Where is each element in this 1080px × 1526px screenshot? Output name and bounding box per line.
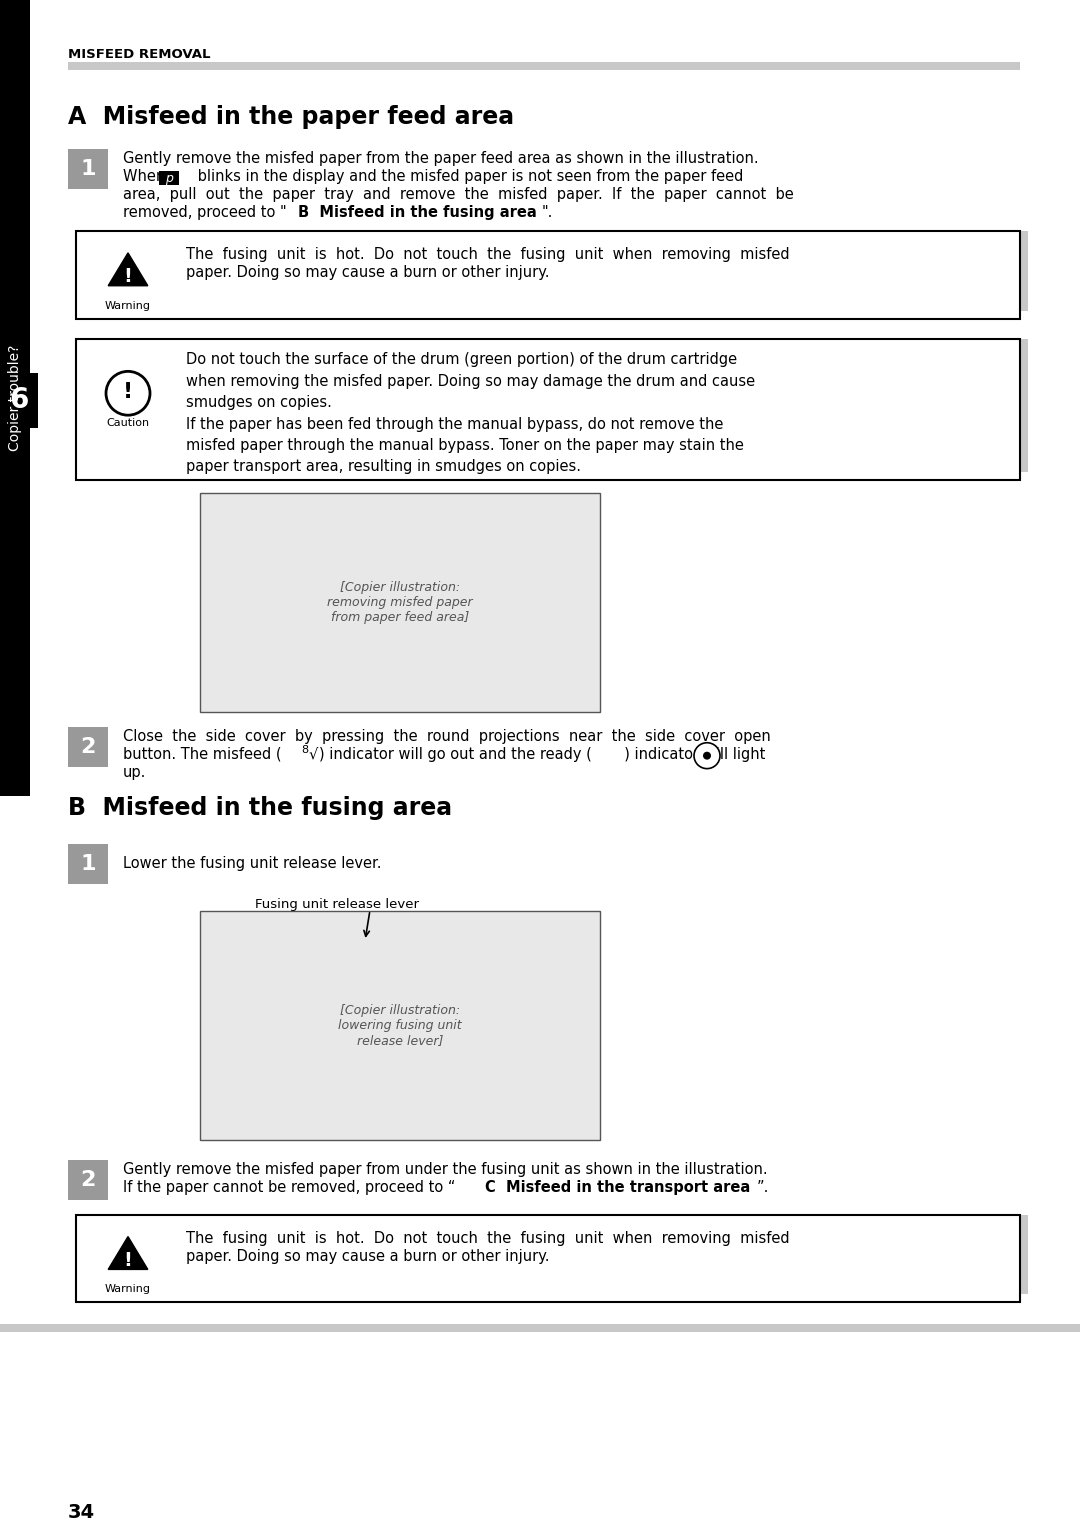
Text: paper. Doing so may cause a burn or other injury.: paper. Doing so may cause a burn or othe… [186,266,550,279]
Text: The  fusing  unit  is  hot.  Do  not  touch  the  fusing  unit  when  removing  : The fusing unit is hot. Do not touch the… [186,247,789,262]
Text: A  Misfeed in the paper feed area: A Misfeed in the paper feed area [68,105,514,128]
Text: 1: 1 [80,855,96,874]
Text: ) indicator will go out and the ready (       ) indicator will light: ) indicator will go out and the ready ( … [319,746,766,761]
Bar [0,374,38,429]
Bar [1020,1215,1028,1294]
Bar [1020,230,1028,311]
Bar [200,911,600,1140]
Text: paper transport area, resulting in smudges on copies.: paper transport area, resulting in smudg… [186,459,581,475]
Text: Close  the  side  cover  by  pressing  the  round  projections  near  the  side : Close the side cover by pressing the rou… [123,729,771,743]
Bar [68,726,108,766]
Text: B  Misfeed in the fusing area: B Misfeed in the fusing area [68,797,453,821]
Text: 2: 2 [80,737,96,757]
Text: Warning: Warning [105,1285,151,1294]
Text: Do not touch the surface of the drum (green portion) of the drum cartridge: Do not touch the surface of the drum (gr… [186,353,738,368]
FancyBboxPatch shape [76,230,1020,319]
Text: Gently remove the misfed paper from under the fusing unit as shown in the illust: Gently remove the misfed paper from unde… [123,1161,768,1177]
Polygon shape [108,1236,148,1270]
Text: If the paper has been fed through the manual bypass, do not remove the: If the paper has been fed through the ma… [186,417,724,432]
Bar [68,1160,108,1199]
Bar [159,171,179,185]
Text: 1: 1 [80,159,96,179]
Bar [1020,339,1028,472]
Text: !: ! [123,1251,133,1270]
Text: 8: 8 [301,745,308,755]
Text: [Copier illustration:
removing misfed paper
from paper feed area]: [Copier illustration: removing misfed pa… [327,581,473,624]
Text: [Copier illustration:
lowering fusing unit
release lever]: [Copier illustration: lowering fusing un… [338,1004,462,1047]
Bar [68,150,108,189]
Polygon shape [108,253,148,285]
Text: If the paper cannot be removed, proceed to “: If the paper cannot be removed, proceed … [123,1180,456,1195]
Circle shape [703,752,711,760]
FancyBboxPatch shape [76,339,1020,479]
Bar [0,1325,1080,1332]
Text: √: √ [309,746,319,761]
Text: Gently remove the misfed paper from the paper feed area as shown in the illustra: Gently remove the misfed paper from the … [123,151,758,166]
Text: button. The misfeed (: button. The misfeed ( [123,746,282,761]
Bar [68,61,1020,70]
Text: When       blinks in the display and the misfed paper is not seen from the paper: When blinks in the display and the misfe… [123,169,743,185]
Bar [84,1294,1020,1302]
Bar [200,493,600,711]
Bar [84,472,1020,479]
Text: area,  pull  out  the  paper  tray  and  remove  the  misfed  paper.  If  the  p: area, pull out the paper tray and remove… [123,188,794,201]
Text: ”.: ”. [757,1180,769,1195]
Text: Copier trouble?: Copier trouble? [8,345,22,452]
Circle shape [106,371,150,415]
Text: The  fusing  unit  is  hot.  Do  not  touch  the  fusing  unit  when  removing  : The fusing unit is hot. Do not touch the… [186,1230,789,1245]
Bar [68,844,108,884]
Text: p: p [165,172,173,185]
Bar [0,0,30,797]
Text: 2: 2 [80,1170,96,1190]
Text: misfed paper through the manual bypass. Toner on the paper may stain the: misfed paper through the manual bypass. … [186,438,744,453]
Text: removed, proceed to ": removed, proceed to " [123,204,286,220]
Text: smudges on copies.: smudges on copies. [186,395,332,410]
Circle shape [694,743,720,769]
FancyBboxPatch shape [76,1215,1020,1302]
Text: Fusing unit release lever: Fusing unit release lever [255,899,419,911]
Text: Warning: Warning [105,301,151,311]
Text: ".: ". [542,204,553,220]
Bar [84,311,1020,319]
Text: when removing the misfed paper. Doing so may damage the drum and cause: when removing the misfed paper. Doing so… [186,374,755,389]
Text: MISFEED REMOVAL: MISFEED REMOVAL [68,47,211,61]
Text: C  Misfeed in the transport area: C Misfeed in the transport area [485,1180,751,1195]
Text: !: ! [123,383,133,403]
Text: up.: up. [123,765,147,780]
Text: B  Misfeed in the fusing area: B Misfeed in the fusing area [298,204,537,220]
Text: !: ! [123,267,133,287]
Text: 6: 6 [10,386,29,414]
Text: Caution: Caution [107,418,149,429]
Text: 34: 34 [68,1503,95,1523]
Text: Lower the fusing unit release lever.: Lower the fusing unit release lever. [123,856,381,871]
Text: paper. Doing so may cause a burn or other injury.: paper. Doing so may cause a burn or othe… [186,1248,550,1264]
